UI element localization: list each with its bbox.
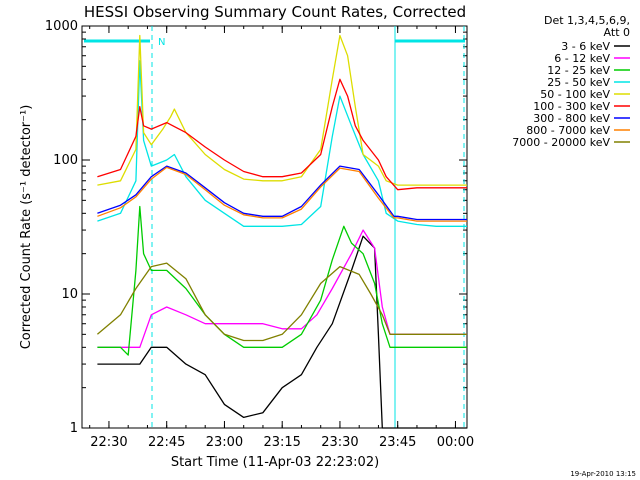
plot-area: 22:30 22:45 23:00 23:15 23:30 23:45 00:00 1 10 10… [45,19,474,450]
series-line [97,166,467,222]
x-axis-label: Start Time (11-Apr-03 22:23:02) [171,455,379,470]
legend-header-line-2: Att 0 [604,26,630,39]
x-tick-label: 22:30 [90,435,127,450]
y-tick-label: 1 [70,421,78,436]
series-line [97,165,467,221]
legend-entry-label: 100 - 300 keV [533,100,610,113]
series-line [96,262,467,342]
y-tick-label: 10 [61,287,78,302]
series-line [97,60,467,227]
legend-entry-label: 800 - 7000 keV [526,124,610,137]
chart-title: HESSI Observing Summary Count Rates, Cor… [84,3,466,21]
series-line [97,229,467,348]
x-tick-label: 23:00 [206,435,243,450]
y-axis-label: Corrected Count Rate (s⁻¹ detector⁻¹) [19,105,34,350]
y-tick-label: 100 [53,153,78,168]
legend-entry-label: 50 - 100 keV [540,88,610,101]
legend-entry-label: 300 - 800 keV [533,112,610,125]
footer-date: 19-Apr-2010 13:15 [570,470,636,478]
x-tick-label: 00:00 [437,435,474,450]
series-line [97,34,467,186]
attenuator-label: N [158,37,165,48]
legend-entry-label: 12 - 25 keV [547,64,610,77]
x-tick-label: 23:45 [379,435,416,450]
legend-header-line-1: Det 1,3,4,5,6,9, [544,14,630,27]
legend-entry-label: 3 - 6 keV [561,40,610,53]
legend-entry-label: 6 - 12 keV [554,52,610,65]
x-tick-label: 23:15 [263,435,300,450]
x-tick-label: 23:30 [321,435,358,450]
series-line [97,78,467,191]
legend-entry-label: 25 - 50 keV [547,76,610,89]
plot-frame [81,25,468,429]
legend-entry-label: 7000 - 20000 keV [512,136,610,149]
x-tick-label: 22:45 [148,435,185,450]
series-line [97,205,467,356]
y-tick-label: 1000 [45,19,78,34]
